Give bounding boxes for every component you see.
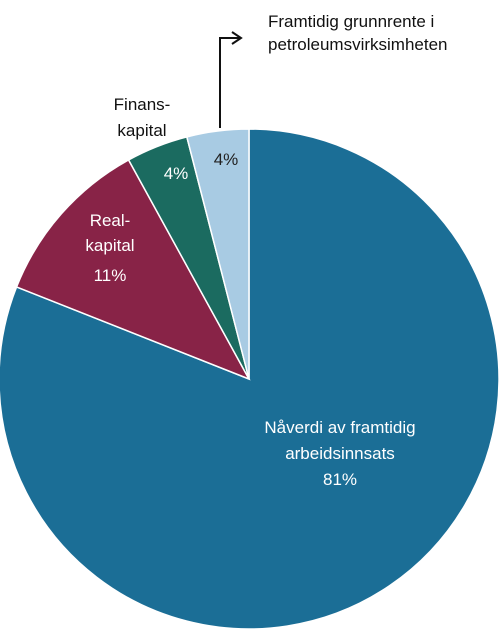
slice-value-finanskapital: 4%	[164, 164, 189, 183]
slice-label-finanskapital-line1: Finans-	[114, 95, 171, 114]
slice-label-grunnrente-line2: petroleumsvirksimheten	[268, 35, 448, 54]
slice-value-grunnrente: 4%	[214, 150, 239, 169]
slice-label-arbeidsinnsats-line2: arbeidsinnsats	[285, 444, 395, 463]
pie-slices	[0, 128, 500, 630]
slice-label-realkapital-line2: kapital	[85, 236, 134, 255]
callout-arrow	[219, 31, 243, 128]
slice-label-finanskapital-line2: kapital	[117, 121, 166, 140]
slice-value-realkapital: 11%	[94, 266, 127, 285]
slice-label-grunnrente-line1: Framtidig grunnrente i	[268, 12, 434, 31]
slice-value-arbeidsinnsats: 81%	[323, 470, 357, 489]
pie-slice-1	[15, 158, 251, 381]
pie-slice-3	[185, 128, 250, 380]
slice-label-realkapital-line1: Real-	[90, 211, 131, 230]
slice-label-arbeidsinnsats-line1: Nåverdi av framtidig	[264, 418, 415, 437]
